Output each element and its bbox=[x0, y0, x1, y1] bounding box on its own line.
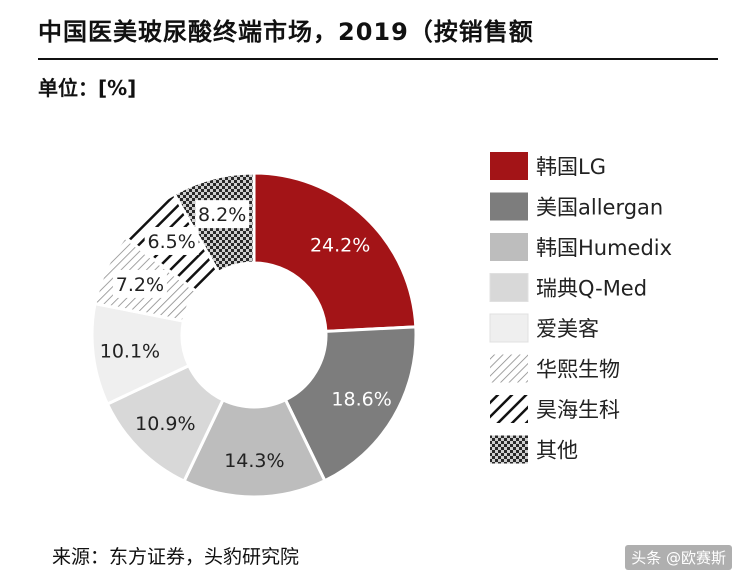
slice-value-label: 18.6% bbox=[331, 389, 391, 411]
legend-swatch bbox=[490, 152, 528, 180]
legend-swatch bbox=[489, 273, 529, 302]
legend-label-humedix: 韩国Humedix bbox=[536, 236, 672, 260]
legend-label-item-5: 爱美客 bbox=[536, 317, 599, 341]
legend-label-item-7: 昊海生科 bbox=[536, 398, 620, 422]
legend-swatch bbox=[490, 192, 528, 221]
unit-label: 单位：[%] bbox=[38, 76, 137, 100]
legend-label-q-med: 瑞典Q-Med bbox=[536, 277, 647, 301]
legend-label-allergan: 美国allergan bbox=[536, 196, 663, 220]
legend-label-lg: 韩国LG bbox=[536, 155, 606, 179]
slice-value-label: 6.5% bbox=[147, 231, 195, 253]
slice-value-label: 8.2% bbox=[198, 204, 246, 226]
slice-label-background bbox=[112, 269, 167, 298]
legend-swatch bbox=[490, 354, 528, 383]
source-note: 来源：东方证券，头豹研究院 bbox=[52, 546, 300, 568]
donut-slice-2 bbox=[283, 325, 418, 483]
slice-label-background bbox=[144, 226, 199, 255]
legend-swatch bbox=[490, 395, 528, 423]
chart-title: 中国医美玻尿酸终端市场，2019（按销售额 bbox=[38, 18, 534, 46]
donut-slice-1 bbox=[252, 171, 418, 333]
watermark: 头条 @欧赛斯 bbox=[625, 545, 732, 570]
slice-value-label: 10.1% bbox=[100, 340, 160, 362]
slice-label-background bbox=[195, 200, 250, 229]
legend-label-item-8: 其他 bbox=[536, 439, 578, 463]
slice-value-label: 7.2% bbox=[116, 274, 164, 296]
slice-value-label: 24.2% bbox=[310, 234, 370, 256]
title-divider bbox=[38, 58, 718, 60]
legend-label-item-6: 华熙生物 bbox=[536, 358, 620, 382]
legend-swatch bbox=[490, 233, 528, 261]
slice-value-label: 14.3% bbox=[224, 450, 284, 472]
legend-swatch bbox=[490, 435, 528, 464]
legend-swatch bbox=[489, 313, 529, 343]
slice-value-label: 10.9% bbox=[135, 413, 195, 435]
